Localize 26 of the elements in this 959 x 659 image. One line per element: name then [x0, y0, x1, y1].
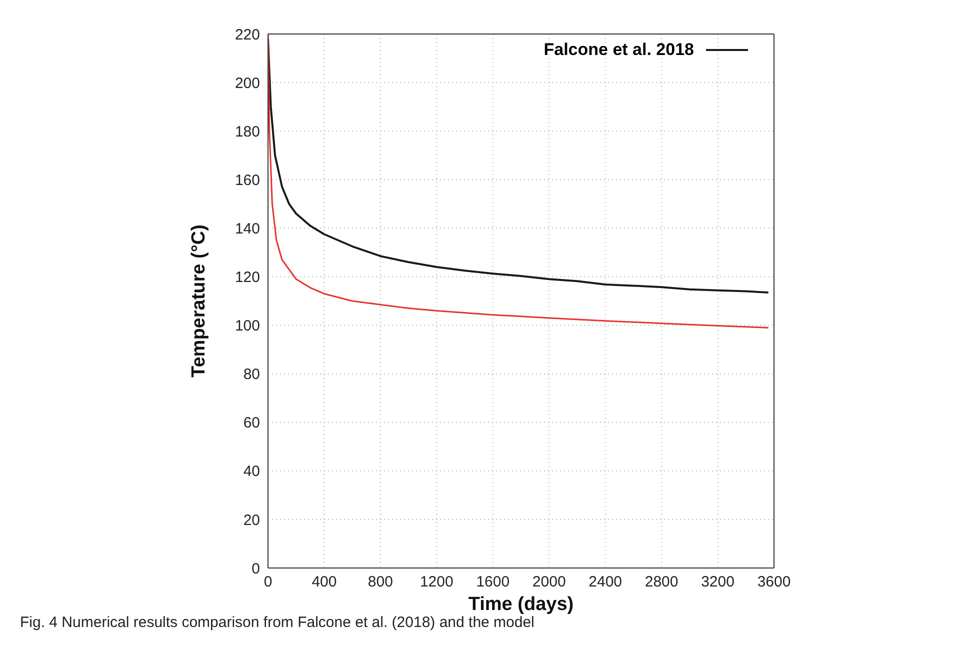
y-tick-label: 100 — [234, 318, 260, 335]
x-tick-label: 3200 — [701, 574, 734, 591]
y-tick-label: 80 — [243, 366, 260, 384]
y-tick-label: 0 — [252, 560, 260, 578]
y-tick-label: 140 — [234, 220, 260, 238]
x-tick-label: 2800 — [644, 574, 678, 591]
y-tick-label: 40 — [243, 463, 260, 480]
caption: Fig. 4 Numerical results comparison from Falcone et al. (2018) and the model — [20, 614, 534, 631]
x-tick-label: 1600 — [476, 574, 510, 591]
x-tick-label: 3600 — [757, 574, 791, 591]
x-tick-label: 1200 — [420, 574, 454, 591]
x-axis-title: Time (days) — [468, 594, 574, 615]
y-tick-label: 160 — [234, 172, 260, 189]
y-tick-label: 120 — [234, 269, 260, 286]
x-tick-label: 2000 — [532, 574, 566, 591]
y-tick-label: 180 — [234, 123, 260, 140]
y-tick-label: 20 — [243, 512, 260, 529]
y-axis-title: Temperature (°C) — [188, 224, 210, 378]
x-tick-label: 0 — [264, 574, 272, 591]
y-tick-label: 200 — [234, 74, 260, 92]
x-tick-label: 800 — [368, 574, 393, 591]
x-tick-label: 2400 — [588, 574, 622, 591]
y-tick-label: 220 — [234, 26, 260, 44]
y-tick-label: 60 — [243, 414, 260, 432]
legend-label: Falcone et al. 2018 — [544, 40, 694, 59]
x-tick-label: 400 — [312, 574, 337, 591]
